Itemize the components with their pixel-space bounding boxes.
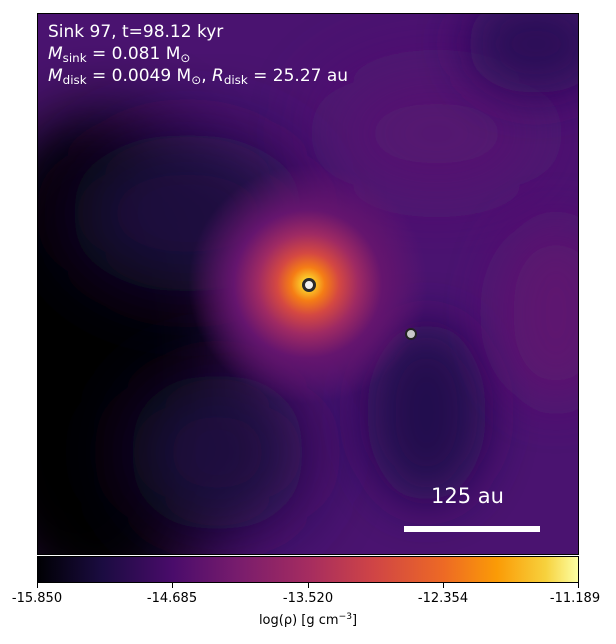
scalebar-label: 125 au xyxy=(431,484,504,508)
colorbar-tick-0 xyxy=(37,583,38,588)
colorbar-tick-label-0: -15.850 xyxy=(11,591,63,606)
sink-marker-primary xyxy=(302,278,316,292)
density-map-panel: Sink 97, t=98.12 kyr Msink = 0.081 M⊙ Md… xyxy=(37,13,579,555)
colorbar-tick-label-2: -13.520 xyxy=(282,591,334,606)
disk-properties-label: Mdisk = 0.0049 M⊙, Rdisk = 25.27 au xyxy=(48,66,349,87)
colorbar-tick-2 xyxy=(308,583,309,588)
sink-marker-secondary xyxy=(405,328,417,340)
colorbar-tick-label-3: -12.354 xyxy=(417,591,469,606)
colorbar-tick-3 xyxy=(443,583,444,588)
colorbar-tick-label-4: -11.189 xyxy=(549,591,601,606)
disk-radius-subscript: disk xyxy=(223,73,248,87)
colorbar-label-suffix: ] xyxy=(351,613,358,628)
scalebar xyxy=(404,526,540,532)
colorbar xyxy=(37,556,579,583)
sink-title: Sink 97, t=98.12 kyr xyxy=(48,22,224,42)
colorbar-label-exponent: −3 xyxy=(338,612,352,622)
colorbar-label: log(ρ) [g cm−3] xyxy=(259,612,357,628)
sink-mass-value: = 0.081 M xyxy=(86,44,181,64)
colorbar-tick-label-1: -14.685 xyxy=(146,591,198,606)
disk-mass-subscript: disk xyxy=(62,73,87,87)
sink-mass-label: Msink = 0.081 M⊙ xyxy=(48,44,191,65)
disk-radius-value: = 25.27 au xyxy=(247,66,349,86)
sun-symbol-subscript: ⊙ xyxy=(180,51,191,65)
sink-mass-subscript: sink xyxy=(62,51,87,65)
colorbar-label-prefix: log(ρ) [g cm xyxy=(258,613,339,628)
colorbar-tick-4 xyxy=(578,583,579,588)
disk-mass-value: = 0.0049 M xyxy=(86,66,192,86)
colorbar-tick-1 xyxy=(172,583,173,588)
sun-symbol-subscript-2: ⊙ xyxy=(191,73,202,87)
